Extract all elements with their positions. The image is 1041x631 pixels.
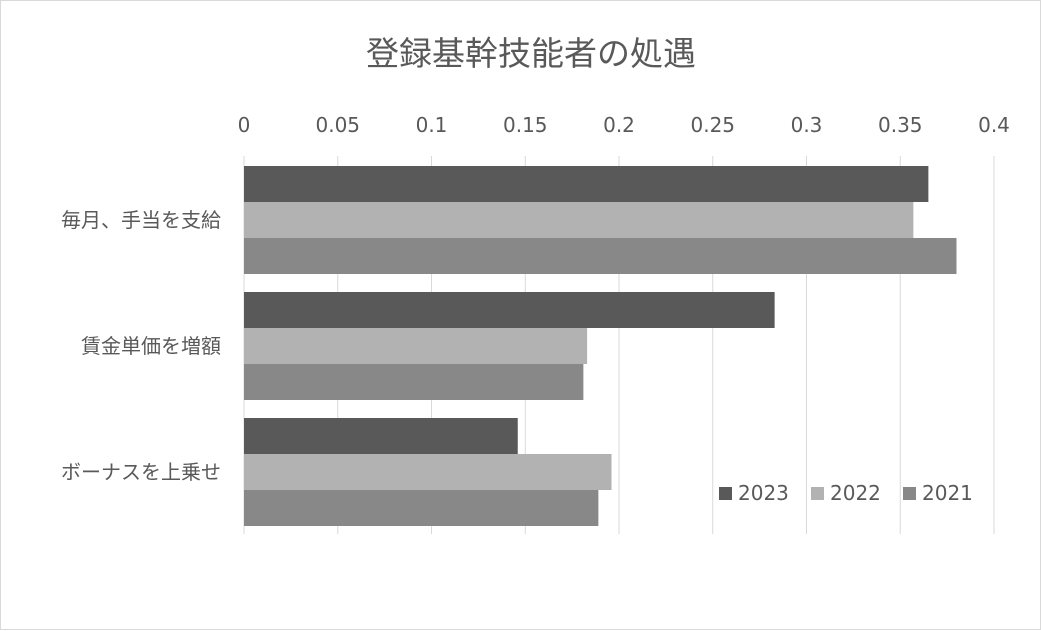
bar-2023 xyxy=(244,292,775,328)
legend-swatch-2023 xyxy=(719,487,732,500)
x-tick-label: 0.15 xyxy=(503,113,548,137)
legend-swatch-2021 xyxy=(903,487,916,500)
bar-2021 xyxy=(244,238,957,274)
category-label: 賃金単価を増額 xyxy=(81,334,221,358)
x-tick-label: 0.4 xyxy=(978,113,1010,137)
x-tick-label: 0.1 xyxy=(416,113,448,137)
x-tick-label: 0.3 xyxy=(791,113,823,137)
bar-2022 xyxy=(244,328,588,364)
x-tick-label: 0.25 xyxy=(690,113,735,137)
category-label: ボーナスを上乗せ xyxy=(61,460,221,484)
x-tick-label: 0.35 xyxy=(878,113,923,137)
x-tick-label: 0.05 xyxy=(315,113,360,137)
category-label: 毎月、手当を支給 xyxy=(61,208,221,232)
x-axis-ticks: 0 0.05 0.1 0.15 0.2 0.25 0.3 0.35 0.4 xyxy=(238,113,1010,137)
bar-2023 xyxy=(244,166,929,202)
bar-2021 xyxy=(244,364,584,400)
x-tick-label: 0.2 xyxy=(603,113,635,137)
legend-label: 2023 xyxy=(738,481,789,505)
legend: 2023 2022 2021 xyxy=(719,481,973,505)
x-tick-label: 0 xyxy=(238,113,251,137)
chart-title: 登録基幹技能者の処遇 xyxy=(366,34,696,73)
bars xyxy=(244,166,957,526)
legend-swatch-2022 xyxy=(811,487,824,500)
bar-2022 xyxy=(244,202,914,238)
bar-2021 xyxy=(244,490,599,526)
bar-2023 xyxy=(244,418,518,454)
bar-2022 xyxy=(244,454,612,490)
legend-label: 2021 xyxy=(922,481,973,505)
legend-label: 2022 xyxy=(830,481,881,505)
